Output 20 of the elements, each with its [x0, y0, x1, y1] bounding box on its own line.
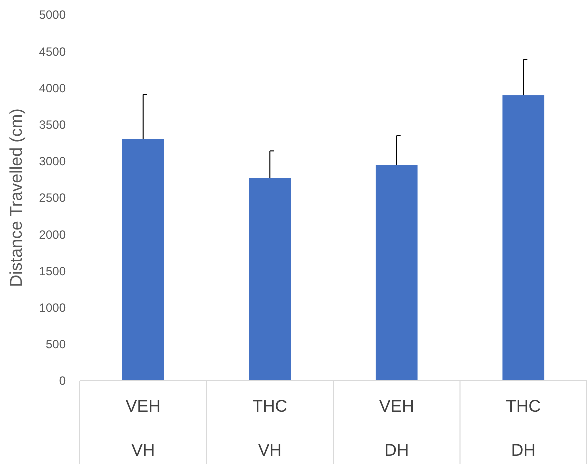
y-tick-label: 3000	[39, 154, 66, 169]
bar	[502, 96, 545, 381]
y-tick-label: 5000	[39, 8, 66, 22]
y-tick-label: 1500	[39, 264, 66, 278]
y-tick-label: 4000	[39, 81, 66, 96]
category-label: THC VH	[252, 397, 288, 460]
bar	[249, 178, 292, 381]
bar	[376, 165, 418, 381]
y-tick-label: 4500	[39, 44, 66, 59]
y-tick-label: 2500	[39, 191, 66, 206]
category-label: THC DH	[506, 397, 542, 460]
y-tick-label: 1000	[39, 301, 66, 315]
y-axis-title: Distance Travelled (cm)	[7, 108, 26, 288]
category-label: VEH DH	[379, 397, 414, 460]
y-tick-label: 3500	[39, 118, 66, 132]
y-tick-label: 500	[46, 338, 66, 352]
y-tick-label: 2000	[39, 228, 66, 242]
category-label: VEH VH	[126, 397, 161, 460]
y-tick-label: 0	[59, 374, 66, 388]
bar	[122, 139, 164, 381]
